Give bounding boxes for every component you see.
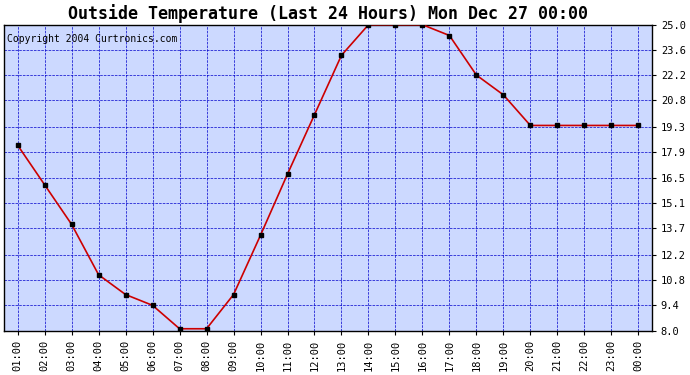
Title: Outside Temperature (Last 24 Hours) Mon Dec 27 00:00: Outside Temperature (Last 24 Hours) Mon … (68, 4, 588, 23)
Text: Copyright 2004 Curtronics.com: Copyright 2004 Curtronics.com (8, 34, 178, 44)
